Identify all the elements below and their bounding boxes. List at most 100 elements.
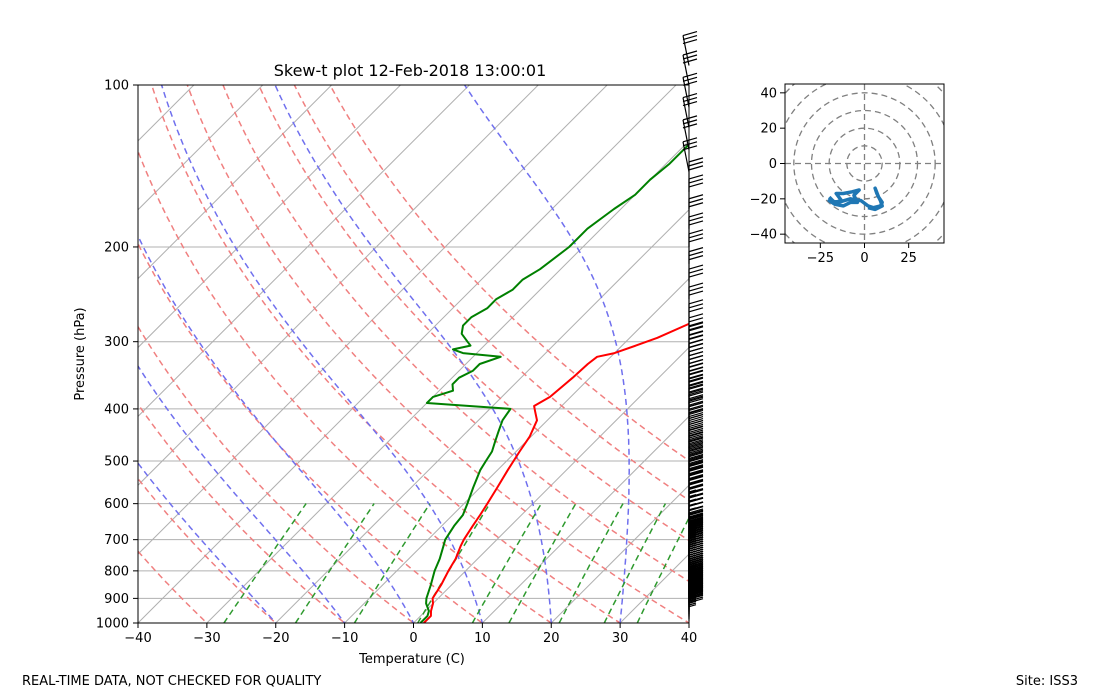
wind-barb-flag: [682, 80, 698, 86]
hodograph-trace-group: [827, 186, 884, 212]
wind-barb-half-flag: [688, 550, 697, 554]
wind-barb-flag: [688, 408, 704, 414]
hodograph-trace: [827, 186, 884, 212]
wind-barb-flag: [688, 334, 704, 340]
wind-barb-flag: [688, 459, 704, 465]
hodograph-y-tick-label: 40: [760, 86, 777, 101]
mixing-ratio-line: [636, 516, 689, 623]
wind-barb-flag: [688, 461, 704, 468]
mixing-ratio-line: [223, 503, 307, 623]
wind-barb: [682, 30, 698, 66]
wind-barb-flag: [688, 395, 704, 401]
wind-barb-flag: [682, 97, 698, 103]
wind-barb-half-flag: [688, 511, 697, 515]
wind-barb-flag: [688, 362, 704, 369]
isotherm-line: [138, 85, 677, 623]
wind-barb-flag: [688, 516, 704, 522]
wind-barb-half-flag: [688, 579, 697, 583]
wind-barb-flag: [688, 351, 704, 357]
wind-barb-flag: [688, 520, 704, 526]
wind-barb-half-flag: [688, 548, 697, 552]
wind-barb-flag: [688, 237, 704, 243]
wind-barb-flag: [688, 355, 704, 361]
wind-barb-staff: [682, 35, 690, 66]
wind-barb-flag: [688, 373, 704, 379]
wind-barb-half-flag: [688, 530, 697, 535]
wind-barb-flag: [688, 317, 704, 323]
wind-barb-flag: [688, 359, 704, 365]
wind-barb-flag: [688, 598, 704, 604]
wind-barb-half-flag: [688, 586, 697, 591]
wind-barb-half-flag: [688, 597, 697, 601]
wind-barb-flag: [688, 436, 704, 442]
y-axis-label: Pressure (hPa): [73, 307, 88, 400]
wind-barb: [688, 264, 704, 300]
wind-barb-half-flag: [688, 541, 697, 546]
wind-barb-half-flag: [688, 498, 697, 502]
wind-barb-flag: [688, 202, 704, 208]
wind-barb-flag: [688, 370, 704, 376]
x-tick-label: 40: [681, 631, 698, 646]
wind-barb-flag: [688, 445, 704, 451]
wind-barb-flag: [688, 405, 704, 412]
wind-barb-flag: [682, 93, 698, 99]
moist-adiabat-line: [160, 85, 484, 623]
wind-barb-flag: [688, 165, 704, 171]
wind-barb-half-flag: [688, 552, 697, 556]
wind-barb-flag: [688, 437, 704, 443]
skewt-profiles: [419, 143, 689, 623]
wind-barb-flag: [682, 50, 698, 56]
wind-barb-flag: [688, 198, 704, 204]
wind-barb-flag: [688, 264, 704, 270]
wind-barb-flag: [688, 366, 704, 373]
wind-barb-flag: [688, 423, 704, 429]
wind-barb: [682, 93, 698, 128]
mixing-ratio-line: [471, 503, 542, 623]
wind-barb-flag: [688, 448, 704, 454]
wind-barb-half-flag: [688, 583, 697, 587]
wind-barb-flag: [688, 409, 704, 416]
wind-barb-flag: [688, 447, 704, 453]
wind-barb-half-flag: [688, 568, 697, 572]
wind-barb-flag: [682, 58, 698, 64]
wind-barb-flag: [688, 427, 704, 433]
wind-barb-half-flag: [688, 539, 697, 543]
wind-barb-staff: [682, 54, 690, 86]
y-tick-label: 300: [104, 335, 129, 350]
isotherm-line: [138, 85, 402, 349]
dewpoint-profile: [419, 143, 689, 623]
wind-barb-half-flag: [688, 528, 697, 532]
wind-barb-flag: [688, 251, 704, 257]
wind-barb-flag: [688, 453, 704, 459]
wind-barb-half-flag: [688, 572, 697, 576]
isotherm-line: [138, 85, 539, 486]
wind-barb-half-flag: [688, 546, 697, 550]
wind-barb-flag: [688, 387, 704, 393]
wind-barb-flag: [688, 412, 704, 418]
wind-barb-half-flag: [688, 600, 697, 604]
wind-barb-flag: [688, 465, 704, 472]
y-tick-label: 900: [104, 592, 129, 607]
wind-barb-half-flag: [688, 533, 697, 537]
wind-barb-half-flag: [688, 599, 697, 603]
wind-barb-flag: [688, 429, 704, 435]
dry-adiabat-line: [138, 149, 553, 623]
wind-barb: [682, 115, 698, 150]
wind-barb-flag: [688, 182, 704, 188]
x-tick-label: −30: [193, 631, 220, 646]
wind-barb-half-flag: [688, 570, 697, 574]
wind-barb-half-flag: [688, 544, 697, 548]
wind-barb-flag: [688, 512, 704, 518]
wind-barb-flag: [688, 474, 704, 480]
wind-barb-half-flag: [688, 558, 697, 562]
site-label: Site: ISS3: [1015, 674, 1078, 689]
skewt-axes: −40 −30 −20 −10 0 10 20 30 40 100 200 300 400 500 600 7…: [96, 79, 697, 647]
wind-barb-flag: [688, 307, 704, 313]
wind-barb-flag: [682, 76, 698, 82]
wind-barb-flag: [688, 479, 704, 485]
wind-barb-flag: [688, 342, 704, 348]
isotherm-line: [138, 85, 195, 142]
wind-barb-half-flag: [688, 564, 697, 568]
wind-barb-flag: [688, 376, 704, 382]
wind-barb: [688, 157, 704, 192]
